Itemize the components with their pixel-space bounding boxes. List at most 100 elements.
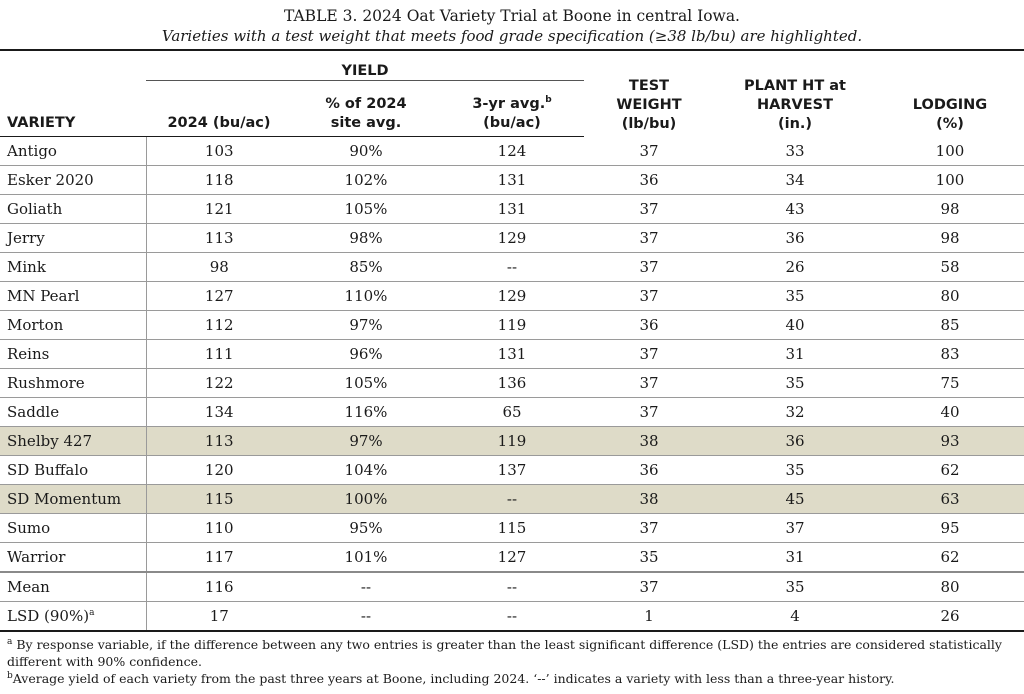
variety-cell: Rushmore [0,368,147,398]
three-yr-avg-cell: -- [440,484,584,514]
plant-height-cell: 35 [714,281,876,311]
three-yr-avg-cell: 124 [440,136,584,166]
variety-cell: MN Pearl [0,281,147,311]
table-body: Antigo 103 90% 124 37 33 100 Esker 2020 118 102% 1… [0,136,1024,632]
test-weight-cell: 37 [584,252,714,282]
table-caption: TABLE 3. 2024 Oat Variety Trial at Boone… [0,0,1024,46]
three-yr-avg-cell: 65 [440,397,584,427]
pct-site-avg-cell: 116% [292,397,440,427]
test-weight-cell: 35 [584,542,714,573]
lodging-cell: 98 [876,223,1024,253]
variety-cell: Esker 2020 [0,165,147,195]
three-yr-avg-cell: -- [440,571,584,602]
variety-table: YIELD TEST WEIGHT (lb/bu) PLANT HT at HA… [0,55,1024,632]
yield-2024-cell: 113 [146,223,292,253]
footnote-b: bAverage yield of each variety from the … [7,670,895,686]
yield-2024-cell: 122 [146,368,292,398]
plant-height-cell: 36 [714,426,876,456]
table-row: Reins 111 96% 131 37 31 83 [0,339,1024,369]
pct-site-avg-cell: 100% [292,484,440,514]
lodging-cell: 63 [876,484,1024,514]
table-title: TABLE 3. 2024 Oat Variety Trial at Boone… [284,7,740,25]
lodging-cell: 85 [876,310,1024,340]
table-row: Esker 2020 118 102% 131 36 34 100 [0,165,1024,195]
three-yr-avg-cell: -- [440,601,584,632]
test-weight-cell: 36 [584,310,714,340]
pct-site-avg-cell: -- [292,601,440,632]
three-yr-avg-cell: 136 [440,368,584,398]
variety-cell: Saddle [0,397,147,427]
three-yr-avg-cell: 127 [440,542,584,573]
plant-height-cell: 33 [714,136,876,166]
lodging-cell: 80 [876,281,1024,311]
three-yr-avg-cell: 119 [440,426,584,456]
variety-cell: LSD (90%)a [0,601,147,632]
yield-2024-cell: 121 [146,194,292,224]
top-rule [0,49,1024,51]
table-row: Saddle 134 116% 65 37 32 40 [0,397,1024,427]
lodging-cell: 62 [876,455,1024,485]
yield-2024-cell: 111 [146,339,292,369]
lodging-cell: 83 [876,339,1024,369]
test-weight-cell: 37 [584,339,714,369]
test-weight-cell: 38 [584,484,714,514]
lodging-cell: 62 [876,542,1024,573]
variety-cell: SD Momentum [0,484,147,514]
pct-site-avg-cell: 101% [292,542,440,573]
plant-height-cell: 45 [714,484,876,514]
yield-2024-cell: 115 [146,484,292,514]
plant-height-cell: 34 [714,165,876,195]
yield-2024-cell: 112 [146,310,292,340]
variety-cell: Sumo [0,513,147,543]
yield-2024-cell: 116 [146,571,292,602]
plant-height-cell: 4 [714,601,876,632]
three-yr-avg-cell: 131 [440,339,584,369]
test-weight-cell: 37 [584,571,714,602]
plant-height-cell: 26 [714,252,876,282]
col-header-3yr-avg: 3-yr avg.b (bu/ac) [440,81,584,137]
variety-cell: Warrior [0,542,147,573]
yield-2024-cell: 98 [146,252,292,282]
table-row: Goliath 121 105% 131 37 43 98 [0,194,1024,224]
three-yr-avg-cell: 129 [440,281,584,311]
three-yr-avg-cell: 131 [440,194,584,224]
test-weight-cell: 36 [584,455,714,485]
pct-site-avg-cell: 97% [292,310,440,340]
variety-cell: Mean [0,571,147,602]
test-weight-cell: 37 [584,223,714,253]
variety-cell: Reins [0,339,147,369]
three-yr-avg-cell: 119 [440,310,584,340]
table-row: Sumo 110 95% 115 37 37 95 [0,513,1024,543]
yield-2024-cell: 103 [146,136,292,166]
plant-height-cell: 43 [714,194,876,224]
pct-site-avg-cell: 90% [292,136,440,166]
table-row: Rushmore 122 105% 136 37 35 75 [0,368,1024,398]
table-row: Jerry 113 98% 129 37 36 98 [0,223,1024,253]
table-row: Shelby 427 113 97% 119 38 36 93 [0,426,1024,456]
lodging-cell: 75 [876,368,1024,398]
table-row: Warrior 117 101% 127 35 31 62 [0,542,1024,573]
table-subtitle: Varieties with a test weight that meets … [161,27,863,45]
test-weight-cell: 37 [584,513,714,543]
col-header-variety: VARIETY [0,81,146,137]
lodging-cell: 93 [876,426,1024,456]
summary-row: LSD (90%)a 17 -- -- 1 4 26 [0,601,1024,632]
yield-group-header: YIELD [146,55,584,81]
pct-site-avg-cell: 105% [292,368,440,398]
pct-site-avg-cell: 85% [292,252,440,282]
three-yr-avg-cell: 129 [440,223,584,253]
header-group-row: YIELD TEST WEIGHT (lb/bu) PLANT HT at HA… [0,55,1024,132]
lodging-cell: 40 [876,397,1024,427]
pct-site-avg-cell: 105% [292,194,440,224]
table-row: MN Pearl 127 110% 129 37 35 80 [0,281,1024,311]
table-row: Morton 112 97% 119 36 40 85 [0,310,1024,340]
test-weight-cell: 38 [584,426,714,456]
pct-site-avg-cell: -- [292,571,440,602]
summary-row: Mean 116 -- -- 37 35 80 [0,571,1024,602]
plant-height-cell: 35 [714,455,876,485]
pct-site-avg-cell: 102% [292,165,440,195]
variety-cell: Antigo [0,136,147,166]
lodging-cell: 95 [876,513,1024,543]
plant-height-cell: 35 [714,368,876,398]
